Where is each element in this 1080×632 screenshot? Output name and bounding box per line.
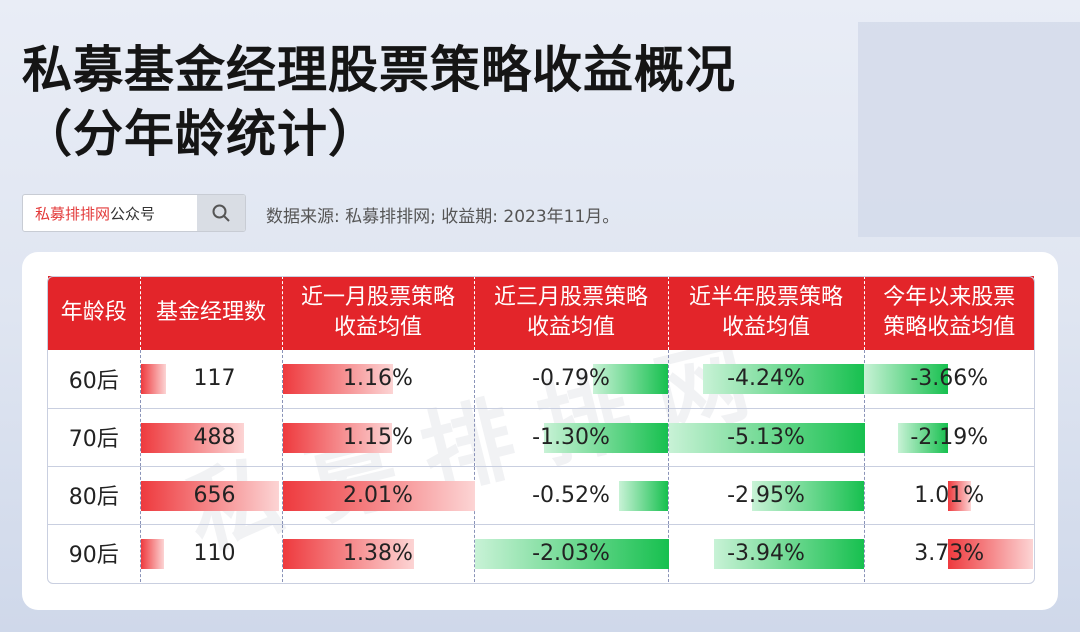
search-brand: 私募排排网 — [35, 204, 111, 223]
column-header-3-line-0: 近三月股票策略 — [493, 285, 648, 310]
count-cell: 488 — [140, 408, 283, 467]
return-value: 1.15% — [343, 424, 413, 450]
return-cell-ytd: -3.66% — [864, 350, 1034, 409]
count-bar — [140, 538, 164, 569]
return-bar — [947, 538, 1033, 569]
count-bar — [140, 364, 166, 394]
count-cell: 110 — [140, 524, 283, 582]
return-cell-m3: -0.79% — [474, 350, 669, 409]
column-header-0: 年龄段 — [48, 276, 141, 350]
return-value: -3.94% — [727, 540, 805, 566]
return-cell-ytd: -2.19% — [864, 408, 1034, 467]
column-header-0-line-0: 年龄段 — [60, 300, 127, 325]
return-value: 1.16% — [343, 366, 413, 391]
age-cell: 90后 — [48, 524, 141, 582]
age-cell: 80后 — [48, 466, 141, 525]
return-bar — [947, 480, 971, 511]
column-header-4-line-0: 近半年股票策略 — [688, 285, 843, 310]
table-row: 60后 117 1.16% -0.79% -4.24% -3.66% — [48, 350, 1034, 409]
return-bar — [474, 538, 669, 569]
return-bar — [702, 364, 865, 394]
return-bar — [544, 422, 669, 453]
count-bar — [140, 480, 279, 511]
return-bar — [618, 480, 669, 511]
return-value: -4.24% — [727, 366, 805, 391]
column-header-2-line-1: 收益均值 — [333, 315, 422, 340]
return-cell-m3: -1.30% — [474, 408, 669, 467]
column-header-5-line-1: 策略收益均值 — [883, 315, 1016, 340]
return-cell-m1: 2.01% — [282, 466, 475, 525]
column-header-4-line-1: 收益均值 — [721, 315, 810, 340]
return-value: -3.66% — [910, 366, 989, 391]
search-button[interactable] — [197, 195, 245, 231]
column-header-2: 近一月股票策略 收益均值 — [282, 276, 475, 350]
column-header-5: 今年以来股票 策略收益均值 — [864, 276, 1034, 350]
decorative-panel — [858, 22, 1080, 237]
title-line-1: 私募基金经理股票策略收益概况 — [22, 41, 736, 99]
return-cell-m6: -4.24% — [668, 350, 865, 409]
count-bar — [140, 422, 244, 453]
table-row: 80后 656 2.01% -0.52% -2.95% 1.01% — [48, 466, 1034, 525]
return-value: -2.95% — [727, 482, 805, 508]
returns-table: 年龄段 基金经理数 近一月股票策略 收益均值 近三月股票策略 收益均值 近半年股票策略 收益均… — [48, 276, 1034, 582]
search-box[interactable]: 私募排排网 公众号 — [22, 194, 246, 232]
return-value: -5.13% — [727, 424, 805, 450]
count-cell: 656 — [140, 466, 283, 525]
table-row: 90后 110 1.38% -2.03% -3.94% 3.73% — [48, 524, 1034, 582]
column-header-3: 近三月股票策略 收益均值 — [474, 276, 669, 350]
return-bar — [282, 364, 394, 394]
return-value: 3.73% — [914, 540, 985, 566]
column-header-3-line-1: 收益均值 — [526, 315, 615, 340]
return-cell-ytd: 1.01% — [864, 466, 1034, 525]
age-cell: 70后 — [48, 408, 141, 467]
column-header-2-line-0: 近一月股票策略 — [300, 285, 455, 310]
return-bar — [668, 422, 865, 453]
count-cell: 117 — [140, 350, 283, 409]
return-cell-m6: -2.95% — [668, 466, 865, 525]
return-bar — [593, 364, 669, 394]
return-cell-m6: -5.13% — [668, 408, 865, 467]
return-cell-m3: -2.03% — [474, 524, 669, 582]
age-cell: 60后 — [48, 350, 141, 409]
data-source: 数据来源: 私募排排网; 收益期: 2023年11月。 — [266, 207, 620, 227]
search-suffix: 公众号 — [110, 204, 156, 223]
return-value: -1.30% — [532, 424, 610, 450]
return-cell-m1: 1.15% — [282, 408, 475, 467]
return-bar — [282, 538, 415, 569]
return-value: -0.79% — [532, 366, 610, 391]
return-bar — [282, 480, 475, 511]
return-value: 1.38% — [343, 540, 413, 566]
return-bar — [751, 480, 865, 511]
return-bar — [864, 364, 948, 394]
page-title: 私募基金经理股票策略收益概况 （分年龄统计） — [22, 38, 736, 166]
count-value: 110 — [193, 540, 236, 566]
count-value: 117 — [193, 366, 236, 391]
return-cell-m1: 1.16% — [282, 350, 475, 409]
return-value: -2.03% — [532, 540, 610, 566]
table-row: 70后 488 1.15% -1.30% -5.13% -2.19% — [48, 408, 1034, 467]
column-header-1: 基金经理数 — [140, 276, 283, 350]
return-value: -2.19% — [910, 424, 989, 450]
count-value: 488 — [193, 424, 236, 450]
return-cell-m1: 1.38% — [282, 524, 475, 582]
return-cell-m6: -3.94% — [668, 524, 865, 582]
return-cell-m3: -0.52% — [474, 466, 669, 525]
return-value: 2.01% — [343, 482, 413, 508]
title-line-2: （分年龄统计） — [22, 105, 379, 163]
return-bar — [282, 422, 393, 453]
column-header-5-line-0: 今年以来股票 — [883, 285, 1016, 310]
count-value: 656 — [193, 482, 236, 508]
column-header-1-line-0: 基金经理数 — [155, 300, 266, 325]
return-value: 1.01% — [914, 482, 985, 508]
return-bar — [713, 538, 865, 569]
column-header-4: 近半年股票策略 收益均值 — [668, 276, 865, 350]
return-cell-ytd: 3.73% — [864, 524, 1034, 582]
search-icon — [212, 204, 230, 222]
return-bar — [897, 422, 948, 453]
return-value: -0.52% — [532, 482, 610, 508]
